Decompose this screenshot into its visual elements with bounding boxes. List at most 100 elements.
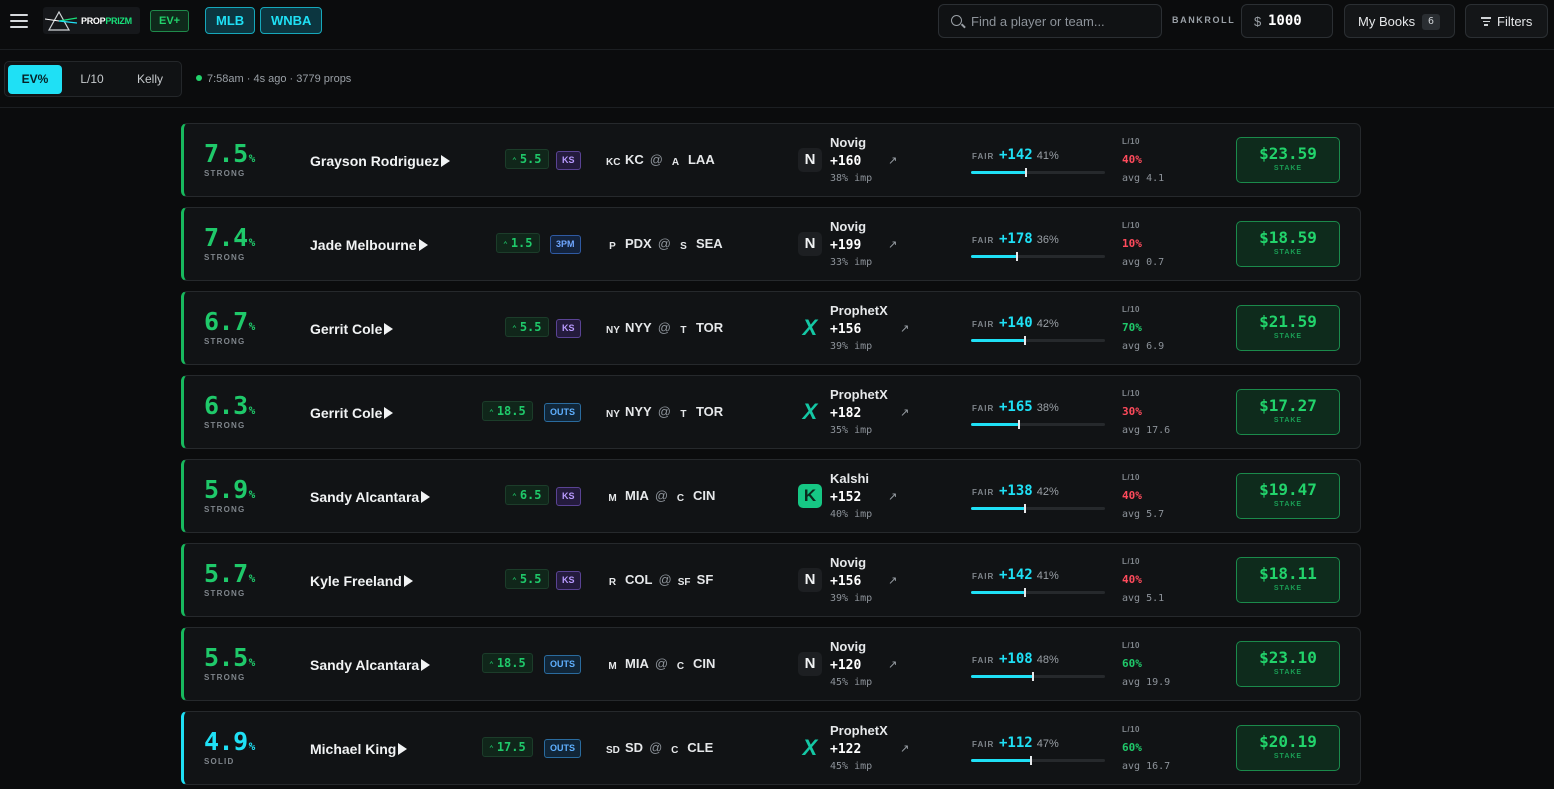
fair-prob-fill <box>971 675 1033 678</box>
l10-label: L/10 <box>1122 137 1141 146</box>
fair-prob-fill <box>971 507 1025 510</box>
player-name[interactable]: Sandy Alcantara <box>310 489 431 505</box>
external-link-icon[interactable]: ↗ <box>888 155 898 167</box>
stake-button[interactable]: $21.59 STAKE <box>1236 305 1340 351</box>
ev-plus-badge[interactable]: EV+ <box>150 10 190 32</box>
player-name[interactable]: Michael King <box>310 741 408 757</box>
sort-l10[interactable]: L/10 <box>80 72 104 86</box>
external-link-icon[interactable]: ↗ <box>888 491 898 503</box>
player-name[interactable]: Gerrit Cole <box>310 321 394 337</box>
external-link-icon[interactable]: ↗ <box>900 743 910 755</box>
top-bar: PROPPRIZM EV+ MLB WNBA BANKROLL $ 1000 M… <box>0 0 1554 50</box>
play-icon[interactable] <box>421 659 431 671</box>
external-link-icon[interactable]: ↗ <box>888 575 898 587</box>
prop-row[interactable]: 5.7% STRONG Kyle Freeland ⌃ 5.5 KS R COL @ SF SF N N… <box>181 543 1361 617</box>
prop-row[interactable]: 7.4% STRONG Jade Melbourne ⌃ 1.5 3PM P PDX @ S SEA… <box>181 207 1361 281</box>
menu-icon[interactable] <box>10 14 28 28</box>
player-name[interactable]: Grayson Rodriguez <box>310 153 451 169</box>
away-team-logo-icon: NY <box>606 409 620 420</box>
sportsbook-logo-icon: X <box>802 399 818 424</box>
fair-odds: +138 <box>999 483 1033 499</box>
home-team-logo-icon: S <box>680 241 687 252</box>
league-tab-wnba[interactable]: WNBA <box>260 7 323 34</box>
stake-label: STAKE <box>1273 753 1303 760</box>
book-odds: +120 <box>830 658 862 673</box>
stake-button[interactable]: $18.11 STAKE <box>1236 557 1340 603</box>
filter-icon <box>1481 17 1491 26</box>
l10-hit-rate: 60% <box>1122 657 1142 670</box>
line-value: ⌃ 5.5 <box>505 149 549 169</box>
ev-value: 4.9% <box>204 727 255 756</box>
player-name[interactable]: Gerrit Cole <box>310 405 394 421</box>
play-icon[interactable] <box>418 239 428 251</box>
ev-value: 5.5% <box>204 643 255 672</box>
stake-button[interactable]: $19.47 STAKE <box>1236 473 1340 519</box>
stake-amount: $20.19 <box>1259 732 1317 751</box>
at-symbol: @ <box>654 656 669 671</box>
search-input[interactable] <box>971 5 1156 37</box>
home-team: LAA <box>687 152 715 167</box>
play-icon[interactable] <box>384 407 394 419</box>
external-link-icon[interactable]: ↗ <box>900 407 910 419</box>
logo[interactable]: PROPPRIZM <box>43 7 140 34</box>
stake-button[interactable]: $20.19 STAKE <box>1236 725 1340 771</box>
line-value: ⌃ 1.5 <box>496 233 540 253</box>
l10-hit-rate: 40% <box>1122 573 1142 586</box>
prop-row[interactable]: 6.7% STRONG Gerrit Cole ⌃ 5.5 KS NY NYY @ T TOR X Pr… <box>181 291 1361 365</box>
fair-prob-fill <box>971 423 1019 426</box>
filters-button[interactable]: Filters <box>1465 4 1548 38</box>
ev-tier: STRONG <box>204 253 246 262</box>
my-books-button[interactable]: My Books 6 <box>1344 4 1455 38</box>
chevron-up-icon: ⌃ <box>512 156 517 165</box>
sportsbook-name: Novig <box>830 135 867 150</box>
sort-ev[interactable]: EV% <box>8 65 62 94</box>
external-link-icon[interactable]: ↗ <box>900 323 910 335</box>
prop-row[interactable]: 5.5% STRONG Sandy Alcantara ⌃ 18.5 OUTS M MIA @ C… <box>181 627 1361 701</box>
home-team-logo-icon: C <box>671 745 679 756</box>
fair-prob-marker <box>1024 504 1026 513</box>
book-odds: +156 <box>830 574 862 589</box>
matchup: M MIA @ C CIN <box>606 656 715 673</box>
line-value: ⌃ 18.5 <box>482 653 533 673</box>
line-value: ⌃ 17.5 <box>482 737 533 757</box>
currency-symbol: $ <box>1254 14 1262 29</box>
prop-row[interactable]: 6.3% STRONG Gerrit Cole ⌃ 18.5 OUTS NY NYY @ T TOR… <box>181 375 1361 449</box>
l10-average: avg 19.9 <box>1122 677 1171 688</box>
external-link-icon[interactable]: ↗ <box>888 239 898 251</box>
league-tab-mlb[interactable]: MLB <box>205 7 256 34</box>
matchup: NY NYY @ T TOR <box>606 404 723 421</box>
fair-prob-marker <box>1018 420 1020 429</box>
external-link-icon[interactable]: ↗ <box>888 659 898 671</box>
play-icon[interactable] <box>421 491 431 503</box>
search-box[interactable] <box>938 4 1162 38</box>
chevron-up-icon: ⌃ <box>489 744 494 753</box>
stake-button[interactable]: $23.10 STAKE <box>1236 641 1340 687</box>
sort-kelly[interactable]: Kelly <box>136 72 163 86</box>
play-icon[interactable] <box>398 743 408 755</box>
play-icon[interactable] <box>384 323 394 335</box>
my-books-label: My Books <box>1358 14 1416 29</box>
bankroll-value[interactable]: 1000 <box>1268 13 1302 29</box>
stake-button[interactable]: $23.59 STAKE <box>1236 137 1340 183</box>
away-team: SD <box>625 740 644 755</box>
fair-prob-marker <box>1024 588 1026 597</box>
play-icon[interactable] <box>441 155 451 167</box>
player-name[interactable]: Jade Melbourne <box>310 237 428 253</box>
player-name[interactable]: Sandy Alcantara <box>310 657 431 673</box>
stake-button[interactable]: $17.27 STAKE <box>1236 389 1340 435</box>
away-team-logo-icon: KC <box>606 157 621 168</box>
stake-label: STAKE <box>1273 165 1303 172</box>
away-team: KC <box>625 152 644 167</box>
away-team-logo-icon: NY <box>606 325 620 336</box>
play-icon[interactable] <box>403 575 413 587</box>
prop-row[interactable]: 5.9% STRONG Sandy Alcantara ⌃ 6.5 KS M MIA @ C CIN… <box>181 459 1361 533</box>
player-name[interactable]: Kyle Freeland <box>310 573 413 589</box>
matchup: M MIA @ C CIN <box>606 488 715 505</box>
ev-tier: STRONG <box>204 337 246 346</box>
stake-button[interactable]: $18.59 STAKE <box>1236 221 1340 267</box>
bankroll-input[interactable]: $ 1000 <box>1241 4 1333 38</box>
away-team-logo-icon: SD <box>606 745 620 756</box>
prop-row[interactable]: 7.5% STRONG Grayson Rodriguez ⌃ 5.5 KS KC KC @ A L… <box>181 123 1361 197</box>
fair-pct: 42% <box>1036 318 1059 330</box>
prop-row[interactable]: 4.9% SOLID Michael King ⌃ 17.5 OUTS SD SD @ C CLE X… <box>181 711 1361 785</box>
